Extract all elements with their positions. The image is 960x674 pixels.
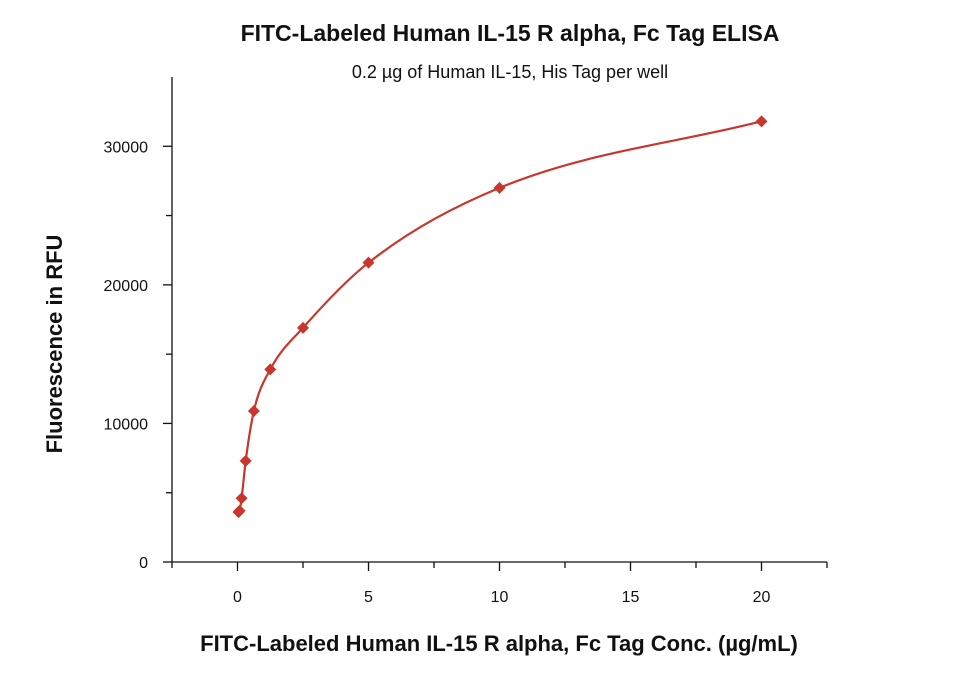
- data-point: [247, 404, 260, 417]
- data-point: [755, 115, 768, 128]
- chart-subtitle: 0.2 µg of Human IL-15, His Tag per well: [352, 62, 668, 82]
- data-point: [235, 492, 248, 505]
- x-tick-label: 10: [491, 589, 509, 606]
- axis-ticks: 0 5 10 15 20 0 10000 20000 30000: [104, 139, 828, 606]
- chart-title: FITC-Labeled Human IL-15 R alpha, Fc Tag…: [241, 20, 780, 46]
- x-axis-label: FITC-Labeled Human IL-15 R alpha, Fc Tag…: [200, 631, 798, 656]
- y-tick-label: 10000: [104, 416, 149, 433]
- y-axis-label: Fluorescence in RFU: [42, 235, 67, 454]
- data-point: [233, 504, 246, 517]
- x-tick-label: 20: [753, 589, 771, 606]
- y-tick-label: 0: [139, 555, 148, 572]
- fit-curve: [237, 120, 762, 513]
- data-points: [232, 115, 768, 519]
- x-tick-label: 15: [622, 589, 640, 606]
- data-point: [239, 454, 252, 467]
- x-tick-label: 0: [233, 589, 242, 606]
- y-tick-label: 30000: [104, 139, 149, 156]
- x-tick-label: 5: [364, 589, 373, 606]
- data-point: [297, 321, 309, 334]
- y-tick-label: 20000: [104, 278, 149, 295]
- data-point: [362, 256, 375, 269]
- data-point: [264, 363, 277, 376]
- data-point: [493, 181, 506, 194]
